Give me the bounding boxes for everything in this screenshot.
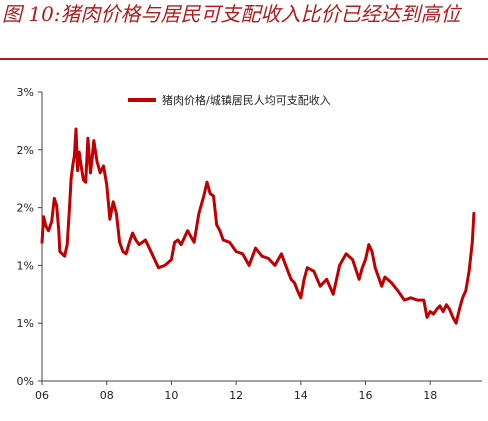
x-tick-label: 16 <box>359 389 373 402</box>
x-tick-label: 12 <box>229 389 243 402</box>
y-tick-label: 2% <box>17 202 34 215</box>
x-axis-ticks: 06 08 10 12 14 16 18 <box>35 381 437 402</box>
legend-label: 猪肉价格/城镇居民人均可支配收入 <box>162 93 331 107</box>
x-tick-label: 06 <box>35 389 49 402</box>
series-line <box>40 127 476 325</box>
x-tick-label: 14 <box>294 389 308 402</box>
chart-legend: 猪肉价格/城镇居民人均可支配收入 <box>128 93 331 107</box>
y-tick-label: 3% <box>17 86 34 99</box>
x-tick-label: 10 <box>164 389 178 402</box>
y-axis-ticks: 0% 1% 1% 2% 2% 3% <box>17 86 42 388</box>
y-tick-label: 1% <box>17 259 34 272</box>
y-tick-label: 0% <box>17 375 34 388</box>
title-underline <box>0 58 488 60</box>
figure-title: 图 10:猪肉价格与居民可支配收入比价已经达到高位 <box>2 2 461 26</box>
chart-axes <box>41 92 482 382</box>
x-tick-label: 08 <box>100 389 114 402</box>
series-layer <box>40 127 476 325</box>
x-tick-label: 18 <box>423 389 437 402</box>
y-tick-label: 2% <box>17 144 34 157</box>
y-tick-label: 1% <box>17 317 34 330</box>
pork-price-income-line-chart: 0% 1% 1% 2% 2% 3% 06 08 10 12 14 16 18 猪肉价格/城镇居民人均可… <box>17 86 482 402</box>
